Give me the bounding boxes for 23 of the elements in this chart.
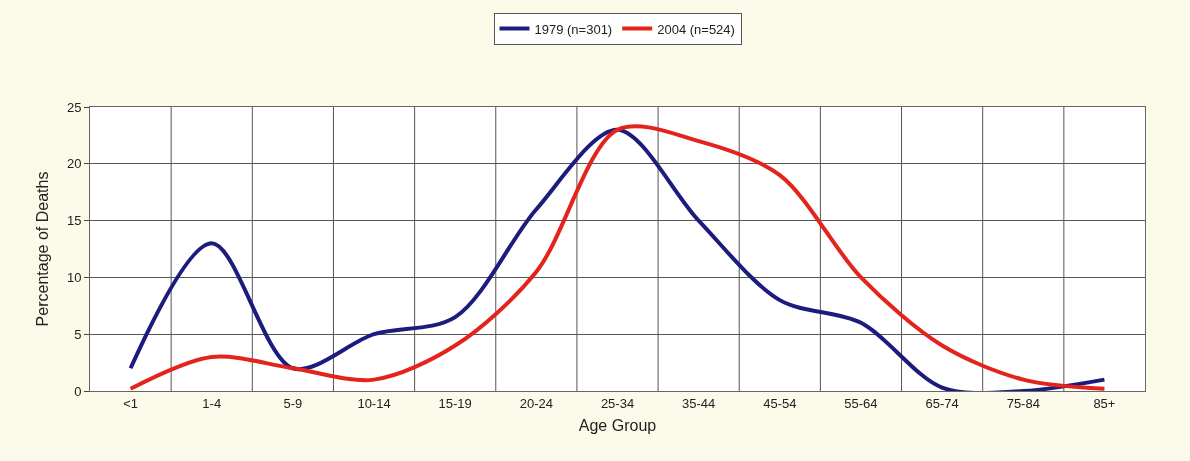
legend-label: 1979 (n=301) [534, 21, 613, 37]
x-tick-label: 15-19 [438, 395, 472, 411]
x-tick-label: 5-9 [283, 395, 303, 411]
y-axis-title: Percentage of Deaths [34, 171, 51, 327]
legend-label: 2004 (n=524) [657, 21, 735, 37]
x-tick-label: 65-74 [925, 395, 959, 411]
x-tick-label: 10-14 [357, 395, 391, 411]
y-tick-label: 5 [74, 326, 82, 342]
y-tick-label: 0 [74, 383, 82, 399]
y-tick-label: 10 [66, 269, 82, 285]
y-tick-label: 15 [66, 213, 82, 229]
x-tick-label: 20-24 [519, 395, 553, 411]
x-axis-title: Age Group [578, 417, 657, 435]
x-tick-label: 1-4 [202, 395, 222, 411]
x-tick-label: 45-54 [763, 395, 797, 411]
x-tick-label: 55-64 [844, 395, 878, 411]
x-tick-label: 85+ [1093, 395, 1116, 411]
y-tick-label: 20 [66, 156, 82, 172]
y-tick-label: 25 [66, 99, 82, 115]
x-tick-label: 35-44 [682, 395, 716, 411]
x-tick-label: 75-84 [1006, 395, 1040, 411]
x-tick-label: 25-34 [600, 395, 635, 411]
x-tick-label: <1 [123, 395, 138, 411]
